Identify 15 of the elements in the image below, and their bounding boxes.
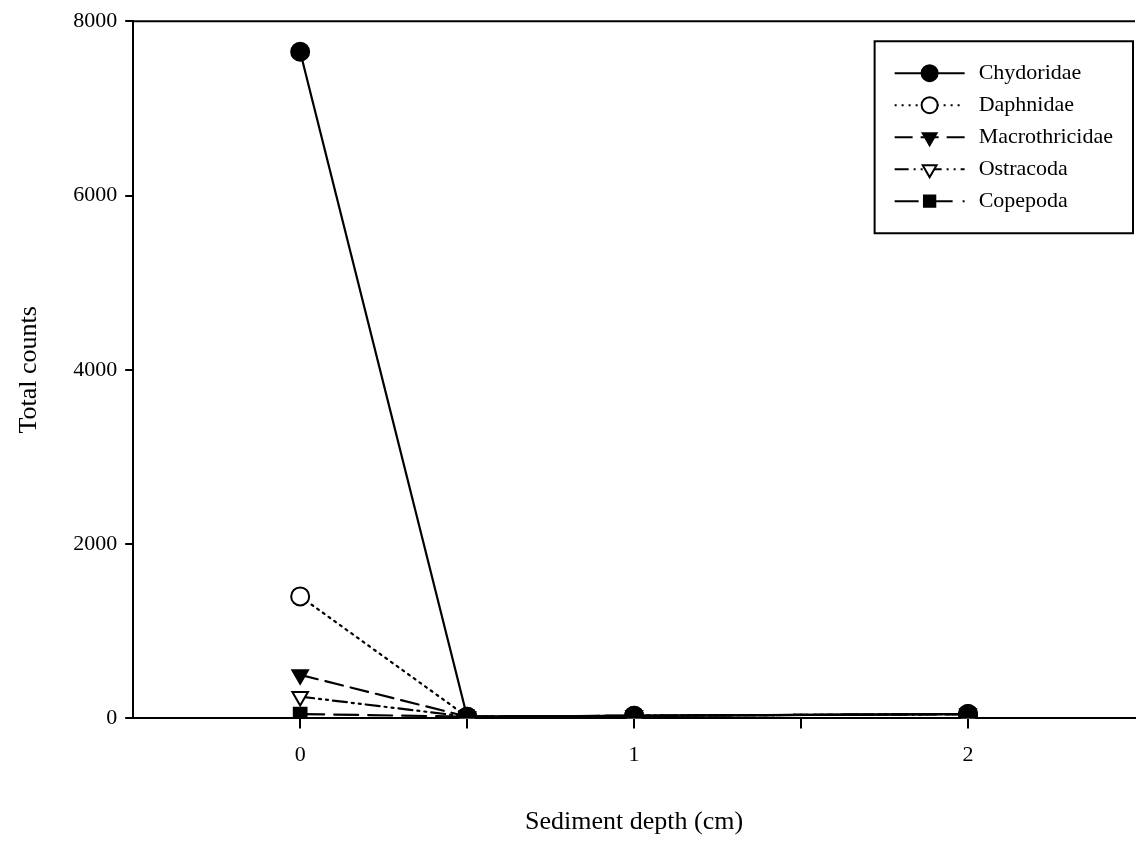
y-tick-label: 6000	[73, 181, 118, 207]
y-tick-label: 4000	[73, 355, 118, 381]
x-tick-label: 1	[628, 741, 640, 767]
y-tick-label: 0	[106, 704, 118, 730]
y-tick-label: 2000	[73, 529, 118, 555]
legend-label: Ostracoda	[978, 154, 1069, 180]
legend-label: Chydoridae	[978, 58, 1082, 84]
x-axis-title: Sediment depth (cm)	[525, 806, 744, 836]
legend-label: Copepoda	[978, 186, 1069, 212]
legend-label: Daphnidae	[978, 90, 1074, 116]
y-axis-title: Total counts	[13, 306, 43, 434]
x-tick-label: 0	[294, 741, 306, 767]
y-tick-label: 8000	[73, 6, 118, 32]
legend-label: Macrothricidae	[978, 122, 1113, 148]
x-tick-label: 2	[962, 741, 974, 767]
